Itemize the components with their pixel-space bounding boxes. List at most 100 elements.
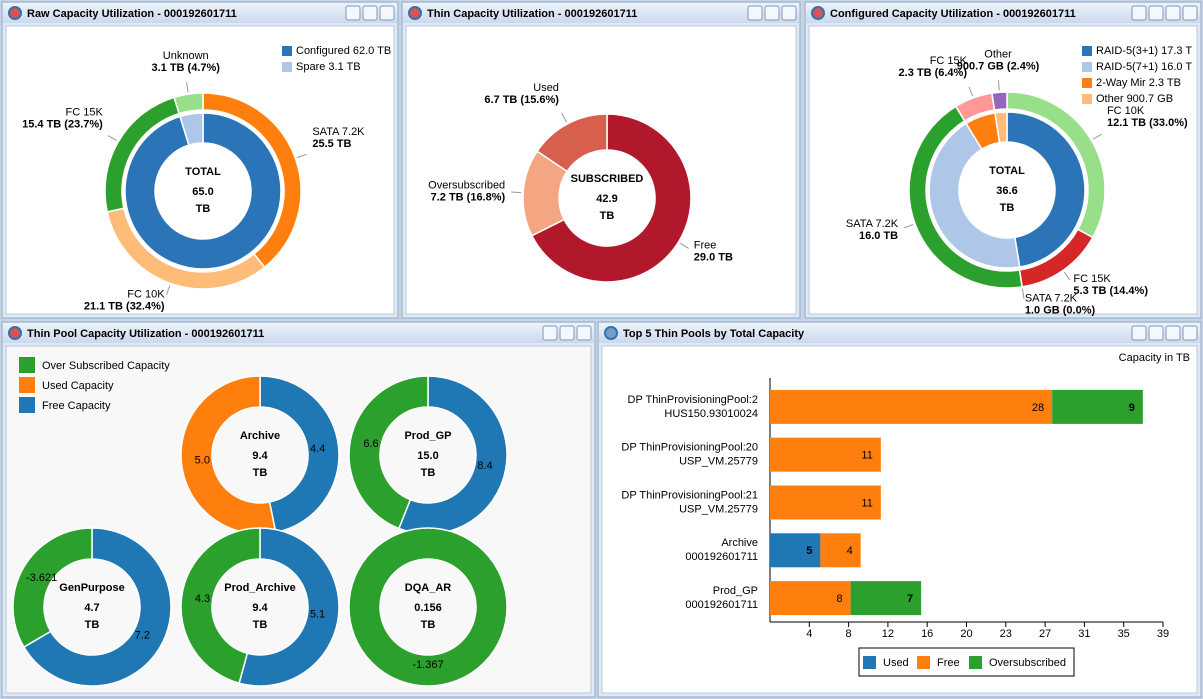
leader-line (166, 285, 171, 295)
bar-segment (850, 581, 922, 616)
bar-segment (820, 533, 861, 568)
panel-title: Thin Capacity Utilization - 000192601711 (427, 8, 637, 20)
panel-header (3, 323, 594, 343)
bar-label: 4 (847, 545, 853, 557)
panel-icon (604, 326, 618, 340)
leader-line (186, 82, 189, 93)
panel-title: Configured Capacity Utilization - 000192… (830, 8, 1076, 20)
center-label: TOTAL (185, 166, 221, 178)
legend-label: Oversubscribed (989, 657, 1066, 669)
y-tick-label: Archive (721, 537, 758, 549)
legend-swatch (1082, 46, 1092, 56)
legend-swatch (1082, 62, 1092, 72)
segment-label: 2.3 TB (6.4%) (899, 67, 968, 79)
center-value: 9.4 (252, 602, 268, 614)
segment-label: 6.7 TB (15.6%) (484, 94, 559, 106)
donut-segment (348, 527, 508, 687)
legend-label: Other 900.7 GB (1096, 93, 1173, 105)
y-tick-label: Prod_GP (713, 585, 758, 597)
panel-title: Top 5 Thin Pools by Total Capacity (623, 328, 805, 340)
x-tick-label: 35 (1118, 628, 1130, 640)
center-label: GenPurpose (59, 582, 124, 594)
y-tick-label: USP_VM.25779 (679, 456, 758, 468)
window-button (542, 325, 558, 341)
bar-label: 5 (806, 545, 812, 557)
legend-label: RAID-5(7+1) 16.0 T (1096, 61, 1192, 73)
segment-name: FC 15K (930, 55, 968, 67)
bar-label: 8 (836, 593, 842, 605)
bar-label: 9 (1129, 402, 1135, 414)
axis-note: Capacity in TB (1119, 352, 1190, 364)
center-unit: TB (421, 467, 436, 479)
bar-segment (1052, 389, 1143, 424)
legend-label: 2-Way Mir 2.3 TB (1096, 77, 1181, 89)
legend-label: Free Capacity (42, 400, 111, 412)
leader-line (1092, 133, 1103, 140)
center-value: 15.0 (417, 450, 438, 462)
x-tick-label: 16 (921, 628, 933, 640)
donut-segment (180, 375, 277, 535)
legend-swatch (1082, 78, 1092, 88)
donut-segment (259, 375, 340, 534)
segment-label: 900.7 GB (2.4%) (957, 60, 1040, 72)
segment-label: 16.0 TB (859, 230, 898, 242)
window-button (576, 325, 592, 341)
bar-label: 11 (861, 450, 872, 462)
bar-label: 11 (861, 497, 872, 509)
panel-header (599, 323, 1200, 343)
legend-label: Configured 62.0 TB (296, 45, 391, 57)
center-unit: TB (1000, 202, 1015, 214)
segment-label: -1.367 (412, 659, 443, 671)
donut-segment (530, 113, 692, 283)
legend-swatch (19, 397, 35, 413)
y-tick-label: DP ThinProvisioningPool:2 (628, 394, 758, 406)
x-tick-label: 39 (1157, 628, 1169, 640)
window-button (1131, 5, 1147, 21)
window-button (379, 5, 395, 21)
window-button (559, 325, 575, 341)
legend-label: Used (883, 657, 909, 669)
segment-label: 4.4 (310, 443, 325, 455)
window-button (345, 5, 361, 21)
legend-swatch (19, 357, 35, 373)
panel-header (403, 3, 799, 23)
leader-line (1063, 271, 1071, 281)
window-button (1148, 325, 1164, 341)
x-tick-label: 31 (1078, 628, 1090, 640)
donut-segment (536, 113, 608, 173)
bar-segment (770, 485, 881, 520)
panel-header (806, 3, 1200, 23)
segment-name: FC 15K (66, 106, 104, 118)
legend-swatch (282, 46, 292, 56)
segment-name: SATA 7.2K (312, 126, 365, 138)
legend-swatch (863, 656, 876, 669)
bar-label: 28 (1032, 402, 1044, 414)
donut-segment (991, 91, 1008, 111)
panel-icon (8, 6, 22, 20)
segment-name: FC 10K (127, 288, 165, 300)
segment-label: 5.1 (310, 609, 325, 621)
segment-name: SATA 7.2K (1025, 293, 1078, 305)
segment-label: 7.2 (135, 630, 150, 642)
segment-name: Free (694, 239, 717, 251)
panel-icon (408, 6, 422, 20)
center-value: 42.9 (596, 193, 617, 205)
donut-segment (12, 527, 93, 649)
legend-label: Spare 3.1 TB (296, 61, 361, 73)
center-unit: TB (600, 210, 615, 222)
window-button (1165, 325, 1181, 341)
leader-line (107, 135, 117, 142)
segment-label: 15.4 TB (23.7%) (22, 118, 103, 130)
legend-label: RAID-5(3+1) 17.3 T (1096, 45, 1192, 57)
legend-swatch (282, 62, 292, 72)
segment-label: 12.1 TB (33.0%) (1107, 117, 1188, 129)
segment-name: SATA 7.2K (846, 218, 899, 230)
segment-label: 1.0 GB (0.0%) (1025, 305, 1096, 317)
x-tick-label: 27 (1039, 628, 1051, 640)
bar-segment (770, 389, 1053, 424)
leader-line (1021, 288, 1025, 299)
segment-label: 3.1 TB (4.7%) (151, 62, 220, 74)
panel-header (3, 3, 397, 23)
